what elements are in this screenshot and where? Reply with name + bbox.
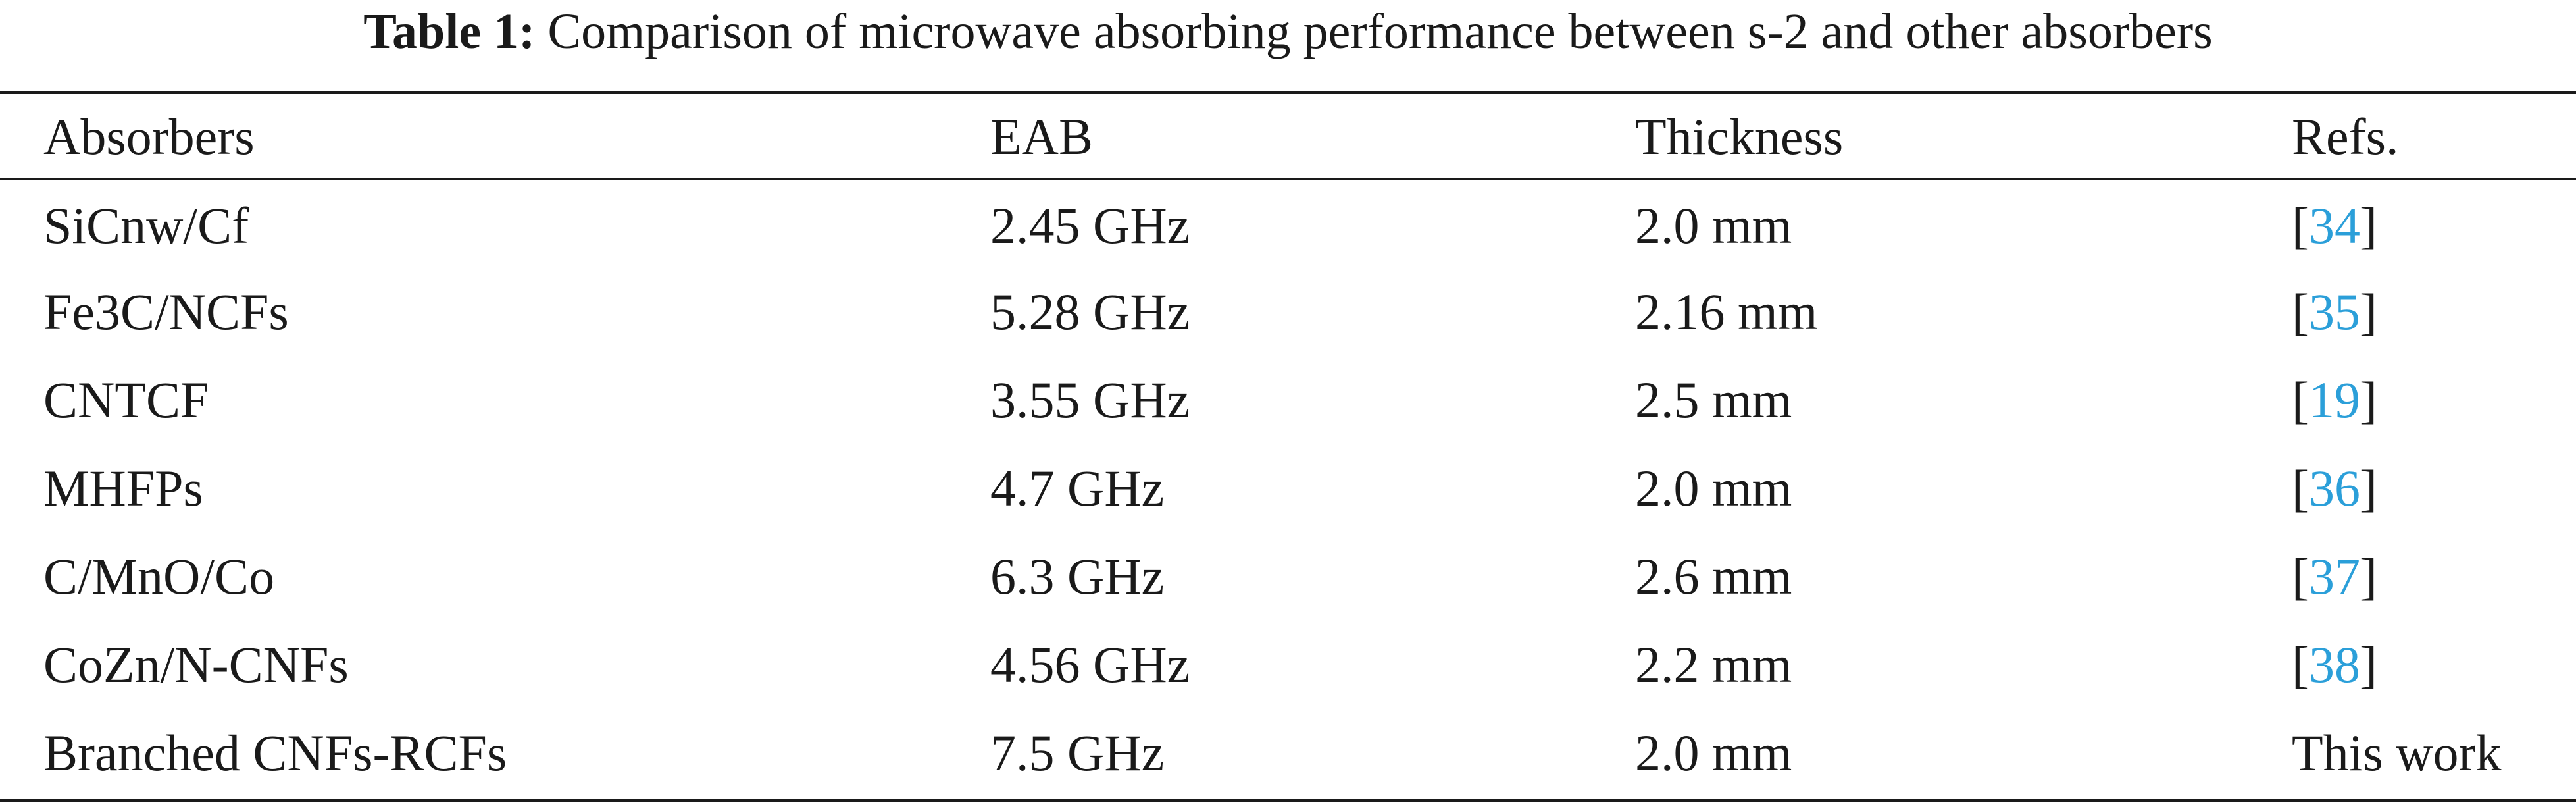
cell-eab: 2.45 GHz — [990, 197, 1190, 254]
ref-bracket-open: [ — [2292, 636, 2309, 693]
cell-absorber: Fe3C/NCFs — [43, 283, 289, 340]
table-top-rule — [0, 91, 2576, 94]
ref-link[interactable]: 34 — [2308, 197, 2360, 254]
table-caption: Table 1: Comparison of microwave absorbi… — [0, 0, 2576, 72]
cell-eab: 7.5 GHz — [990, 724, 1165, 781]
cell-absorber: CoZn/N-CNFs — [43, 636, 349, 693]
header-absorbers: Absorbers — [43, 108, 255, 165]
cell-ref: [34] — [2292, 180, 2576, 268]
ref-link[interactable]: 36 — [2308, 459, 2360, 517]
cell-thickness: 2.0 mm — [1635, 724, 1792, 781]
table-row: C/MnO/Co 6.3 GHz 2.6 mm [37] — [0, 533, 2576, 621]
table-row: MHFPs 4.7 GHz 2.0 mm [36] — [0, 444, 2576, 533]
ref-bracket-close: ] — [2360, 197, 2377, 254]
cell-eab: 5.28 GHz — [990, 283, 1190, 340]
cell-eab: 4.7 GHz — [990, 459, 1165, 517]
cell-absorber: Branched CNFs-RCFs — [43, 724, 507, 781]
ref-bracket-close: ] — [2360, 636, 2377, 693]
table-bottom-rule — [0, 799, 2576, 802]
table-row: CNTCF 3.55 GHz 2.5 mm [19] — [0, 356, 2576, 444]
ref-bracket-close: ] — [2360, 371, 2377, 429]
ref-link[interactable]: 35 — [2308, 283, 2360, 340]
ref-link[interactable]: 19 — [2308, 371, 2360, 429]
cell-eab: 6.3 GHz — [990, 548, 1165, 605]
ref-bracket-open: [ — [2292, 459, 2309, 517]
header-refs: Refs. — [2292, 108, 2399, 165]
cell-ref: [36] — [2292, 444, 2576, 533]
table-row: Branched CNFs-RCFs 7.5 GHz 2.0 mm This w… — [0, 709, 2576, 797]
cell-ref: [38] — [2292, 621, 2576, 709]
cell-absorber: C/MnO/Co — [43, 548, 275, 605]
cell-ref: [37] — [2292, 533, 2576, 621]
cell-thickness: 2.0 mm — [1635, 197, 1792, 254]
ref-bracket-close: ] — [2360, 283, 2377, 340]
table-caption-text: Comparison of microwave absorbing perfor… — [547, 4, 2213, 59]
table-header-row: Absorbers EAB Thickness Refs. — [0, 94, 2576, 180]
cell-ref: [19] — [2292, 356, 2576, 444]
table-row: CoZn/N-CNFs 4.56 GHz 2.2 mm [38] — [0, 621, 2576, 709]
table-row: SiCnw/Cf 2.45 GHz 2.0 mm [34] — [0, 180, 2576, 268]
table-caption-label: Table 1: — [363, 4, 536, 59]
ref-link[interactable]: 38 — [2308, 636, 2360, 693]
cell-ref-this-work: This work — [2292, 724, 2502, 781]
cell-eab: 4.56 GHz — [990, 636, 1190, 693]
cell-thickness: 2.2 mm — [1635, 636, 1792, 693]
header-thickness: Thickness — [1635, 108, 1844, 165]
cell-absorber: CNTCF — [43, 371, 209, 429]
cell-thickness: 2.5 mm — [1635, 371, 1792, 429]
ref-bracket-open: [ — [2292, 548, 2309, 605]
table-header-rule — [0, 178, 2576, 180]
cell-thickness: 2.0 mm — [1635, 459, 1792, 517]
ref-bracket-close: ] — [2360, 459, 2377, 517]
ref-bracket-open: [ — [2292, 197, 2309, 254]
ref-bracket-close: ] — [2360, 548, 2377, 605]
cell-absorber: MHFPs — [43, 459, 203, 517]
ref-bracket-open: [ — [2292, 283, 2309, 340]
table-row: Fe3C/NCFs 5.28 GHz 2.16 mm [35] — [0, 268, 2576, 356]
comparison-table: Absorbers EAB Thickness Refs. SiCnw/Cf 2… — [0, 94, 2576, 797]
cell-eab: 3.55 GHz — [990, 371, 1190, 429]
cell-ref: [35] — [2292, 268, 2576, 356]
ref-link[interactable]: 37 — [2308, 548, 2360, 605]
header-eab: EAB — [990, 108, 1093, 165]
cell-absorber: SiCnw/Cf — [43, 197, 249, 254]
cell-thickness: 2.6 mm — [1635, 548, 1792, 605]
ref-bracket-open: [ — [2292, 371, 2309, 429]
cell-thickness: 2.16 mm — [1635, 283, 1818, 340]
